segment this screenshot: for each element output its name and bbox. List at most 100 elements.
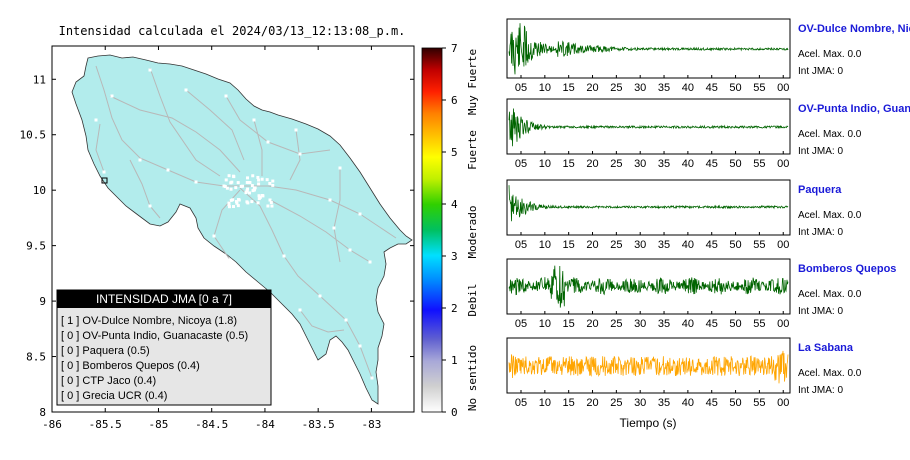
- city-marker: [234, 200, 238, 204]
- station-name: OV-Punta Indio, Guana: [798, 103, 910, 115]
- waveform-panel: 05 10 15 20 25 30 35 40 45 50 55 00 La Sabana Acel. M…: [506, 337, 862, 409]
- waveform-trace: [508, 185, 789, 222]
- city-marker: [237, 198, 241, 202]
- colorbar-tick-label: 1: [451, 354, 458, 367]
- colorbar-class-label: No sentido: [466, 345, 479, 411]
- city-marker: [252, 188, 256, 192]
- map-y-tick-label: 10: [33, 184, 46, 197]
- city-marker: [257, 178, 261, 182]
- city-marker: [248, 191, 252, 195]
- map-y-tick-label: 9: [39, 295, 46, 308]
- waveform-tick-label: 05: [515, 397, 527, 409]
- station-int: Int JMA: 0: [798, 385, 843, 396]
- waveform-tick-label: 50: [729, 239, 741, 251]
- legend: INTENSIDAD JMA [0 a 7] [ 1 ] OV-Dulce No…: [56, 289, 272, 406]
- colorbar-class-label: Moderado: [466, 206, 479, 259]
- map-x-tick-label: -85.5: [89, 418, 122, 431]
- waveform-tick-label: 30: [634, 239, 646, 251]
- waveform-trace: [508, 350, 789, 384]
- waveform-tick-label: 10: [539, 397, 551, 409]
- legend-item: [ 0 ] OV-Punta Indio, Guanacaste (0.5): [61, 330, 248, 342]
- map-y-tick-label: 10.5: [20, 129, 47, 142]
- map-area: [71, 54, 413, 405]
- colorbar-tick-label: 4: [451, 198, 458, 211]
- waveform-tick-label: 25: [610, 239, 622, 251]
- city-marker: [234, 186, 238, 190]
- city-marker: [260, 193, 264, 197]
- waveform-tick-label: 00: [777, 158, 789, 170]
- waveform-tick-label: 15: [563, 318, 575, 330]
- waveform-tick-label: 10: [539, 239, 551, 251]
- waveform-tick-label: 40: [682, 158, 694, 170]
- waveform-tick-label: 50: [729, 318, 741, 330]
- city-marker: [256, 201, 260, 205]
- map-y-tick-label: 8.5: [26, 351, 46, 364]
- city-marker: [236, 204, 240, 208]
- city-marker: [332, 226, 336, 230]
- city-marker: [227, 203, 231, 207]
- waveform-tick-label: 20: [586, 318, 598, 330]
- waveform-tick-label: 20: [586, 397, 598, 409]
- station-name: La Sabana: [798, 342, 854, 354]
- station-name: Paquera: [798, 184, 842, 196]
- colorbar-tick-label: 6: [451, 94, 458, 107]
- city-marker: [358, 344, 362, 348]
- waveform-tick-label: 40: [682, 239, 694, 251]
- waveform-tick-label: 05: [515, 318, 527, 330]
- waveform-tick-label: 35: [658, 318, 670, 330]
- station-acel: Acel. Max. 0.0: [798, 49, 862, 60]
- city-marker: [318, 294, 322, 298]
- waveform-tick-label: 00: [777, 82, 789, 94]
- waveform-tick-label: 10: [539, 82, 551, 94]
- city-marker: [110, 94, 114, 98]
- waveform-panel: 05 10 15 20 25 30 35 40 45 50 55 00 Bomberos Quepos A…: [506, 258, 896, 330]
- station-int: Int JMA: 0: [798, 146, 843, 157]
- waveform-tick-label: 50: [729, 158, 741, 170]
- city-marker: [224, 94, 228, 98]
- waveform-tick-label: 55: [753, 158, 765, 170]
- city-marker: [269, 201, 273, 205]
- city-marker: [224, 178, 228, 182]
- waveform-tick-label: 45: [706, 318, 718, 330]
- city-marker: [94, 118, 98, 122]
- station-acel: Acel. Max. 0.0: [798, 210, 862, 221]
- city-marker: [260, 177, 264, 181]
- legend-item: [ 0 ] Grecia UCR (0.4): [61, 390, 167, 402]
- city-marker: [227, 201, 231, 205]
- road-network: [95, 65, 397, 379]
- city-marker: [184, 88, 188, 92]
- station-acel: Acel. Max. 0.0: [798, 129, 862, 140]
- waveform-tick-label: 30: [634, 318, 646, 330]
- map-y-tick-label: 11: [33, 73, 46, 86]
- city-marker: [265, 178, 269, 182]
- city-marker: [268, 181, 272, 185]
- waveform-tick-label: 50: [729, 397, 741, 409]
- city-marker: [298, 308, 302, 312]
- city-marker: [102, 170, 106, 174]
- city-marker: [166, 168, 170, 172]
- city-marker: [252, 118, 256, 122]
- city-marker: [338, 166, 342, 170]
- station-int: Int JMA: 0: [798, 66, 843, 77]
- city-marker: [271, 183, 275, 187]
- city-marker: [228, 258, 232, 262]
- legend-item: [ 0 ] Paquera (0.5): [61, 345, 150, 357]
- waveform-tick-label: 15: [563, 158, 575, 170]
- legend-box: [56, 289, 272, 406]
- waveform-trace: [508, 265, 789, 308]
- city-marker: [348, 248, 352, 252]
- waveform-tick-label: 25: [610, 397, 622, 409]
- waveform-tick-label: 30: [634, 397, 646, 409]
- city-marker: [235, 201, 239, 205]
- waveform-tick-label: 45: [706, 82, 718, 94]
- city-marker: [268, 198, 272, 202]
- waveform-tick-label: 15: [563, 82, 575, 94]
- city-marker: [246, 201, 250, 205]
- colorbar-class-label: Debil: [466, 283, 479, 316]
- city-marker: [148, 68, 152, 72]
- city-marker: [229, 187, 233, 191]
- station-name: OV-Dulce Nombre, Nico: [798, 23, 910, 35]
- waveform-tick-label: 05: [515, 158, 527, 170]
- city-marker: [245, 189, 249, 193]
- waveform-tick-label: 35: [658, 158, 670, 170]
